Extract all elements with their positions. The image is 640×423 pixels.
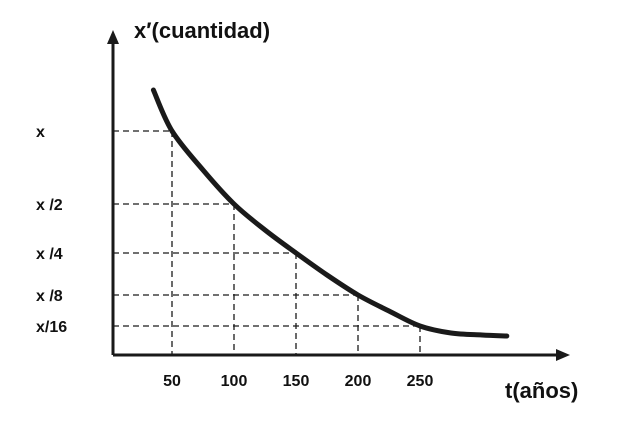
decay-curve — [150, 87, 510, 339]
y-tick-label: x /4 — [36, 246, 63, 263]
series-line — [150, 87, 510, 339]
x-axis-arrow — [556, 349, 570, 361]
x-tick-label: 150 — [283, 373, 310, 390]
y-tick-label: x /2 — [36, 197, 63, 214]
x-tick-label: 50 — [163, 373, 181, 390]
y-tick-label: x — [36, 124, 45, 141]
x-tick-label: 100 — [221, 373, 248, 390]
y-tick-label: x/16 — [36, 319, 67, 336]
x-tick-label: 250 — [407, 373, 434, 390]
grid-guides — [113, 130, 421, 355]
x-tick-label: 200 — [345, 373, 372, 390]
tick-labels: 50 100 150 200 250 x x /2 x /4 x /8 x/16 — [36, 124, 433, 390]
y-axis-arrow — [107, 30, 119, 44]
y-axis-label: x′(cuantidad) — [134, 18, 270, 43]
axes — [107, 30, 570, 361]
y-tick-label: x /8 — [36, 288, 63, 305]
x-axis-label: t(años) — [505, 378, 578, 403]
